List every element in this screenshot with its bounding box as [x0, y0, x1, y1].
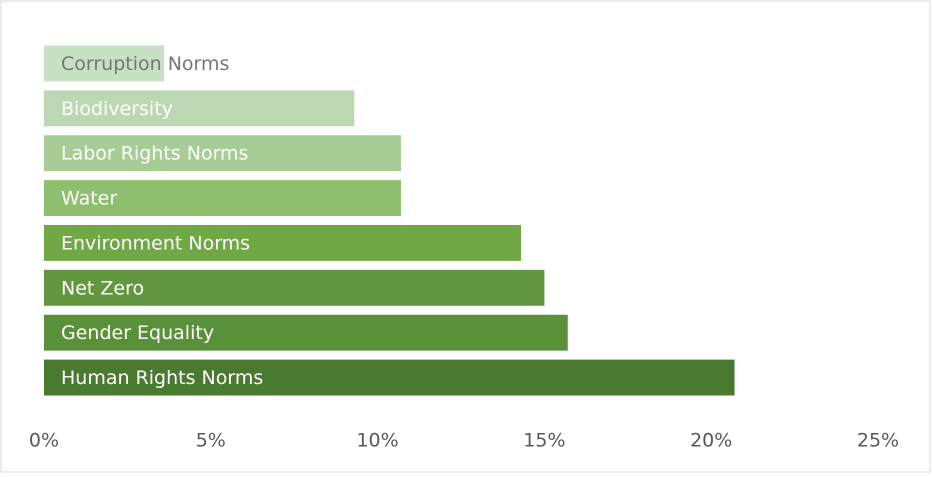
- bar: [44, 180, 401, 217]
- x-tick-label: 5%: [196, 430, 226, 452]
- bar-label: Biodiversity: [61, 98, 173, 120]
- bar: [44, 269, 545, 306]
- x-tick-label: 20%: [690, 430, 732, 452]
- bar: [44, 359, 735, 396]
- bar: [44, 90, 355, 127]
- bar: [44, 135, 401, 172]
- bar-label: Environment Norms: [61, 232, 250, 254]
- bar-label: Gender Equality: [61, 322, 214, 344]
- bar-label: Labor Rights Norms: [61, 143, 248, 165]
- bar-label: Corruption Norms: [61, 53, 229, 75]
- x-tick-label: 10%: [356, 430, 398, 452]
- x-tick-label: 25%: [857, 430, 899, 452]
- bar-label: Human Rights Norms: [61, 367, 263, 389]
- x-tick-label: 15%: [523, 430, 565, 452]
- bar: [44, 314, 568, 351]
- bar: [44, 224, 522, 261]
- bar-label: Net Zero: [61, 277, 144, 299]
- x-tick-label: 0%: [29, 430, 59, 452]
- bar-label: Water: [61, 188, 117, 210]
- bar: [44, 45, 165, 82]
